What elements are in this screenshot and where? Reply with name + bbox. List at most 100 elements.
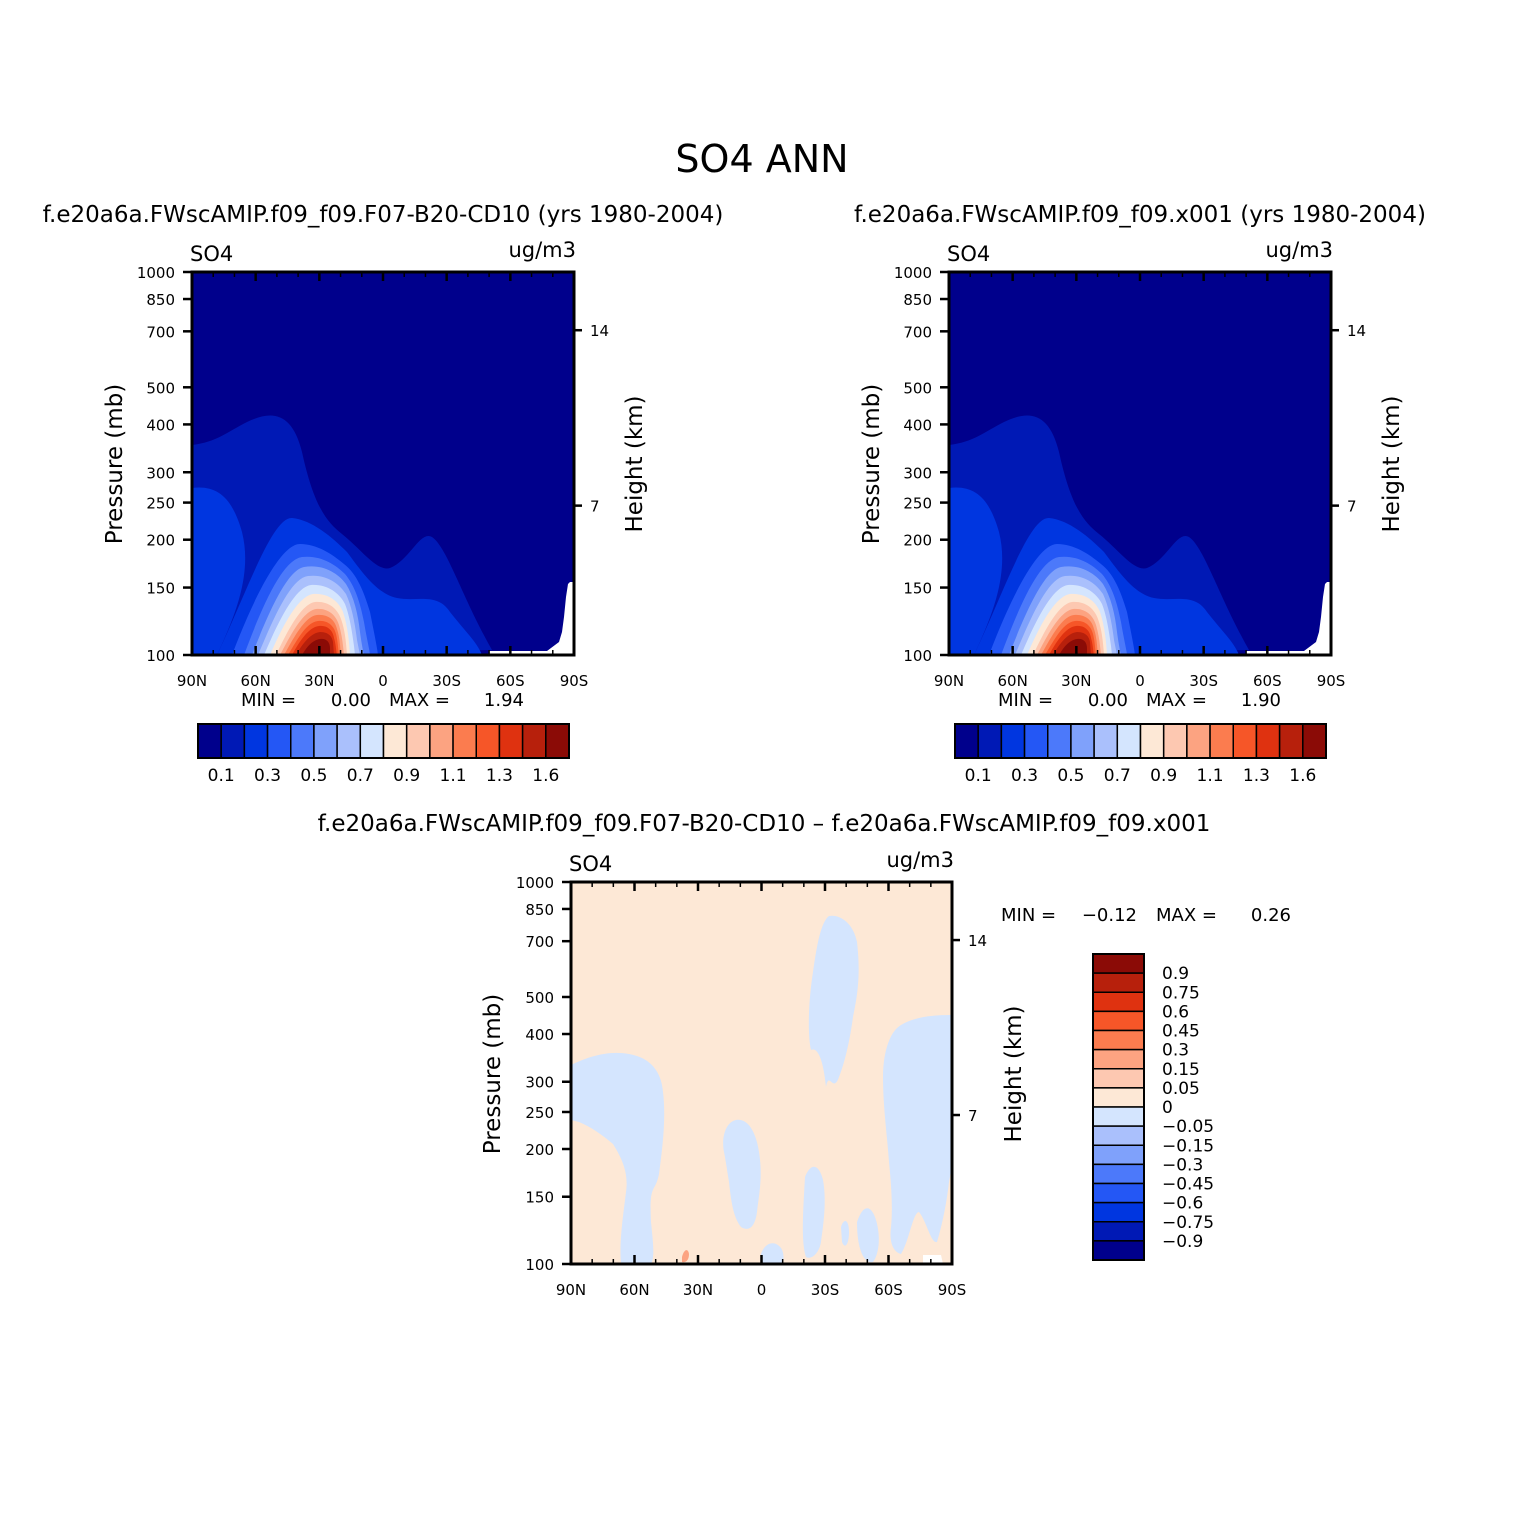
colorbar-box [1092, 1182, 1145, 1204]
units-label: ug/m3 [1265, 238, 1333, 262]
y-right-tick-labels: 14 7 [1347, 322, 1366, 515]
colorbar-box [1070, 723, 1095, 759]
x-tick-label: 90S [560, 672, 589, 690]
y-right-axis-label: Height (km) [1379, 395, 1405, 532]
max-value: 1.94 [484, 690, 524, 711]
contour-level-negative-patch-2 [857, 1208, 879, 1263]
x-tick-label: 30S [811, 1281, 840, 1299]
y-right-tick-label: 7 [968, 1107, 978, 1125]
contour-level-negative-west [571, 1052, 665, 1264]
colorbar-box [1278, 723, 1304, 759]
colorbar-label: 1.3 [1243, 766, 1270, 786]
colorbar-label: 0.7 [1104, 766, 1131, 786]
contour-field [571, 882, 952, 1264]
y-tick-label: 850 [146, 291, 175, 309]
y-tick-label: 400 [146, 416, 175, 434]
x-tick-label: 60S [874, 1281, 903, 1299]
y-tick-labels: 100 150 200 250 300 400 500 700 850 1000 [516, 874, 554, 1274]
y-tick-label: 500 [525, 989, 554, 1007]
x-tick-label: 90N [556, 1281, 586, 1299]
contour-level-negative-upper [808, 915, 859, 1087]
colorbar-box [429, 723, 454, 759]
colorbar-box [475, 723, 501, 759]
figure-title: SO4 ANN [675, 137, 848, 181]
colorbar [954, 723, 1327, 759]
x-tick-label: 90N [934, 672, 964, 690]
min-label: MIN = [241, 690, 296, 711]
min-value: 0.00 [1088, 690, 1128, 711]
colorbar-box [1116, 723, 1142, 759]
axes [183, 270, 582, 657]
colorbar-box [1092, 972, 1145, 993]
colorbar-label: 1.1 [440, 766, 467, 786]
colorbar-box [1092, 1201, 1145, 1223]
y-tick-label: 150 [903, 580, 932, 598]
y-tick-label: 850 [903, 291, 932, 309]
x-tick-labels: 90N 60N 30N 0 30S 60S 90S [934, 672, 1345, 690]
y-tick-label: 300 [146, 464, 175, 482]
variable-label: SO4 [190, 242, 233, 266]
contour-level-2 [192, 487, 246, 655]
axes [562, 880, 960, 1266]
contour-field [192, 272, 574, 655]
x-tick-label: 60S [496, 672, 525, 690]
colorbar-label: 0.75 [1162, 983, 1200, 1003]
colorbar-labels: 0.90.750.60.450.30.150.050−0.05−0.15−0.3… [1162, 964, 1214, 1252]
y-tick-label: 200 [903, 532, 932, 550]
min-label: MIN = [1001, 905, 1056, 926]
x-tick-label: 60N [998, 672, 1028, 690]
colorbar-box [954, 723, 979, 759]
colorbar-box [266, 723, 292, 759]
y-tick-label: 100 [525, 1256, 554, 1274]
colorbar-box [1092, 1240, 1145, 1261]
colorbar-box [1186, 723, 1211, 759]
max-label: MAX = [1146, 690, 1207, 711]
colorbar-label: 0.1 [208, 766, 235, 786]
colorbar-frame [954, 723, 1327, 759]
colorbar-box [1000, 723, 1026, 759]
x-tick-label: 30S [1189, 672, 1218, 690]
panel-title: f.e20a6a.FWscAMIP.f09_f09.F07-B20-CD10 (… [43, 202, 724, 228]
colorbar-label: 1.6 [532, 766, 559, 786]
contour-level-negative-patch [761, 1243, 784, 1264]
colorbar-box [1047, 723, 1072, 759]
y-tick-label: 700 [525, 933, 554, 951]
x-tick-labels: 90N 60N 30N 0 30S 60S 90S [177, 672, 588, 690]
units-label: ug/m3 [508, 238, 576, 262]
colorbar-label: 0.5 [1057, 766, 1084, 786]
colorbar-label: 0.15 [1162, 1060, 1200, 1080]
colorbar-box [498, 723, 524, 759]
y-right-tick-label: 14 [1347, 322, 1366, 340]
contour-level-negative-mid [723, 1119, 761, 1229]
panel-model-x001: f.e20a6a.FWscAMIP.f09_f09.x001 (yrs 1980… [854, 202, 1426, 786]
panel-model-cd10: f.e20a6a.FWscAMIP.f09_f09.F07-B20-CD10 (… [43, 202, 724, 786]
y-right-tick-label: 14 [590, 322, 609, 340]
y-tick-label: 200 [146, 532, 175, 550]
y-tick-label: 300 [525, 1074, 554, 1092]
x-tick-label: 60S [1253, 672, 1282, 690]
colorbar-label: 0.05 [1162, 1079, 1200, 1099]
colorbar-label: 0.1 [965, 766, 992, 786]
colorbar-label: −0.6 [1162, 1194, 1203, 1214]
colorbar-label: 0 [1162, 1098, 1173, 1118]
y-right-tick-labels: 14 7 [590, 322, 609, 515]
colorbar-box [1092, 1144, 1145, 1166]
colorbar-frame [1092, 953, 1145, 1261]
colorbar-box [1092, 1106, 1145, 1127]
y-tick-label: 100 [903, 647, 932, 665]
colorbar-label: 1.6 [1289, 766, 1316, 786]
colorbar-box [1162, 723, 1188, 759]
colorbar-label: −0.45 [1162, 1175, 1214, 1195]
min-value: −0.12 [1082, 905, 1137, 926]
contour-level-negative-south [802, 1166, 825, 1258]
colorbar-box [1093, 723, 1119, 759]
contour-field [949, 272, 1331, 655]
colorbar-box [545, 723, 570, 759]
y-tick-label: 1000 [516, 874, 554, 892]
y-right-axis-label: Height (km) [622, 395, 648, 532]
min-value: 0.00 [331, 690, 371, 711]
colorbar-label: 1.1 [1197, 766, 1224, 786]
contour-layers [192, 272, 574, 655]
x-tick-label: 90S [1317, 672, 1346, 690]
